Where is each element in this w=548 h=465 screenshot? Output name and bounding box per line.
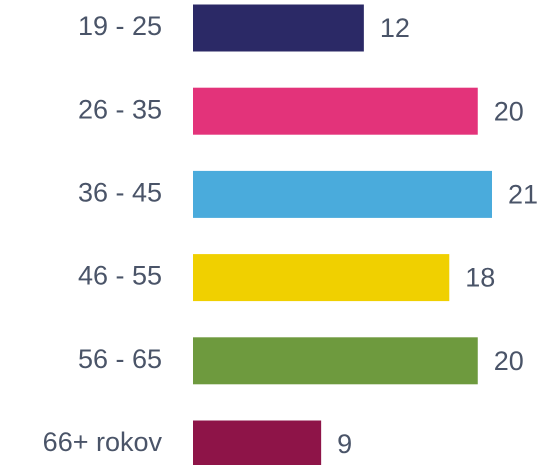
category-label: 19 - 25 — [78, 11, 162, 41]
category-label: 56 - 65 — [78, 344, 162, 374]
value-label: 20 — [494, 96, 524, 126]
value-label: 21 — [508, 180, 538, 210]
value-label: 9 — [337, 429, 352, 459]
bar — [193, 420, 322, 465]
category-label: 46 - 55 — [78, 261, 162, 291]
value-label: 18 — [465, 263, 495, 293]
bar — [193, 254, 450, 302]
bar — [193, 4, 364, 52]
bar — [193, 337, 478, 385]
bar — [193, 87, 478, 135]
category-label: 26 - 35 — [78, 94, 162, 124]
value-label: 20 — [494, 346, 524, 376]
category-label: 36 - 45 — [78, 178, 162, 208]
value-label: 12 — [380, 13, 410, 43]
category-label: 66+ rokov — [43, 427, 163, 457]
bar — [193, 170, 492, 218]
